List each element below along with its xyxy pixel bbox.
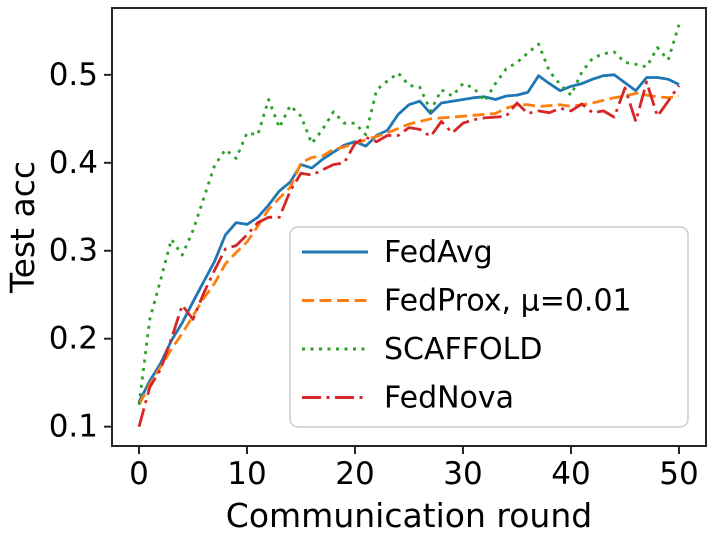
- x-axis-label: Communication round: [226, 496, 592, 535]
- legend-label-fedavg: FedAvg: [384, 235, 493, 270]
- series-line-fedprox-0-01: [137, 91, 680, 406]
- y-tick-label: 0.4: [49, 145, 98, 181]
- y-tick-label: 0.1: [49, 409, 98, 445]
- legend-box: [289, 226, 689, 428]
- x-tick-label: 20: [335, 456, 374, 492]
- series-line-fednova: [137, 80, 681, 428]
- series-line-fedavg: [137, 73, 680, 403]
- x-tick-label: 10: [227, 456, 266, 492]
- x-tick-label: 50: [659, 456, 698, 492]
- x-tick-label: 30: [443, 456, 482, 492]
- y-tick-label: 0.2: [49, 321, 98, 357]
- legend-label-fedprox-0-01: FedProx, μ=0.01: [384, 284, 632, 319]
- series-line-scaffold: [137, 24, 681, 405]
- y-tick-label: 0.3: [49, 233, 98, 269]
- y-tick-label: 0.5: [49, 57, 98, 93]
- x-tick-label: 40: [551, 456, 590, 492]
- y-axis-label: Test acc: [3, 161, 42, 294]
- x-tick-label: 0: [129, 456, 149, 492]
- legend-label-fednova: FedNova: [384, 381, 514, 416]
- plot-border: [111, 7, 707, 447]
- legend-label-scaffold: SCAFFOLD: [384, 332, 542, 367]
